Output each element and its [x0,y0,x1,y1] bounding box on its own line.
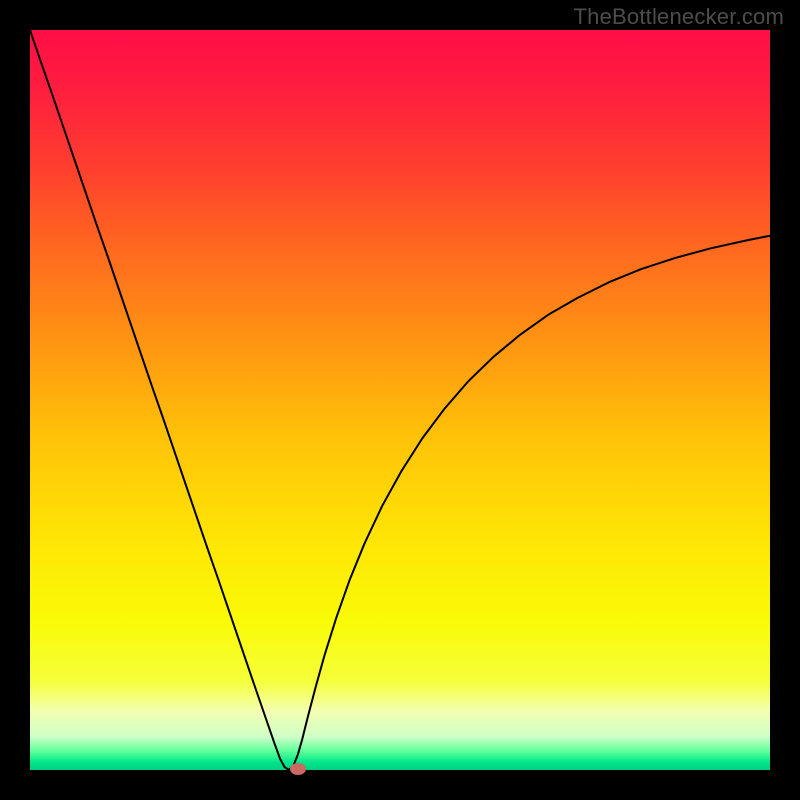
plot-area [30,30,770,770]
bottleneck-curve [30,30,770,770]
watermark-text: TheBottlenecker.com [574,4,784,30]
optimal-point-marker [290,763,306,775]
gradient-background [30,30,770,770]
